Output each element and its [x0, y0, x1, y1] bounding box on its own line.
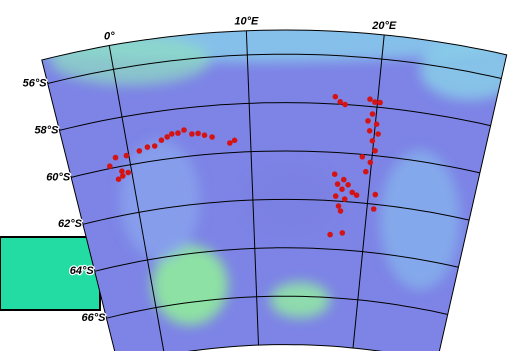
station-point: [195, 130, 201, 137]
station-point: [332, 193, 339, 199]
station-point: [136, 148, 143, 154]
station-point: [144, 144, 151, 150]
meridian-label: 20°E: [371, 20, 397, 32]
map-frame: [41, 29, 508, 351]
meridian-label: 0°: [104, 30, 115, 42]
stations: [107, 93, 383, 238]
station-point: [125, 169, 131, 176]
parallel: [47, 53, 502, 84]
station-point: [151, 143, 158, 149]
station-point: [342, 101, 348, 108]
station-point: [181, 127, 187, 133]
station-point: [175, 130, 181, 136]
station-point: [164, 134, 170, 140]
station-point: [365, 118, 371, 124]
station-point: [332, 93, 339, 100]
graticule: [41, 29, 508, 351]
station-point: [363, 168, 369, 175]
parallel: [59, 102, 491, 131]
station-point: [372, 99, 378, 105]
station-point: [367, 159, 374, 166]
parallel: [71, 150, 481, 178]
station-point: [367, 96, 373, 102]
parallel-label: 58°S: [34, 124, 59, 136]
station-point: [231, 137, 238, 144]
station-point: [339, 186, 345, 192]
station-point: [209, 134, 215, 140]
parallel-label: 60°S: [46, 171, 71, 183]
station-point: [339, 230, 346, 236]
station-point: [115, 176, 122, 182]
station-point: [370, 206, 377, 212]
station-point: [341, 176, 347, 183]
station-point: [334, 181, 341, 187]
parallel-label: 62°S: [58, 218, 83, 230]
station-point: [331, 171, 338, 177]
station-point: [158, 137, 165, 143]
station-point: [353, 192, 360, 198]
station-point: [337, 99, 344, 105]
station-point: [377, 99, 383, 106]
parallel: [106, 295, 448, 319]
station-point: [366, 128, 373, 134]
station-point: [359, 154, 366, 160]
meridian: [245, 30, 260, 346]
station-point: [369, 138, 376, 144]
station-point: [201, 132, 208, 138]
parallel: [94, 247, 459, 272]
station-point: [372, 191, 379, 198]
meridian: [352, 34, 385, 349]
station-point: [373, 121, 380, 127]
station-point: [372, 148, 378, 154]
station-point: [189, 131, 195, 137]
station-point: [327, 231, 333, 238]
station-point: [112, 154, 119, 161]
parallel-label: 64°S: [70, 265, 95, 277]
station-point: [349, 189, 356, 196]
parallel: [82, 198, 470, 225]
station-point: [120, 173, 126, 179]
station-point: [345, 182, 351, 188]
station-point: [335, 203, 342, 209]
meridian: [108, 45, 165, 351]
station-point: [169, 131, 175, 137]
station-point: [123, 152, 130, 159]
station-point: [375, 131, 381, 137]
station-point: [337, 208, 344, 214]
graticule-labels: 0° 10°E 20°E 56°S 58°S 60°S 62°S 64°S 66°S: [21, 14, 398, 325]
station-point: [369, 111, 376, 117]
meridian-label: 10°E: [234, 16, 259, 28]
station-point: [227, 140, 233, 146]
station-point: [341, 196, 348, 202]
parallel-label: 56°S: [23, 77, 48, 89]
station-point: [119, 168, 125, 174]
station-point: [107, 163, 113, 169]
parallel-label: 66°S: [81, 312, 106, 324]
